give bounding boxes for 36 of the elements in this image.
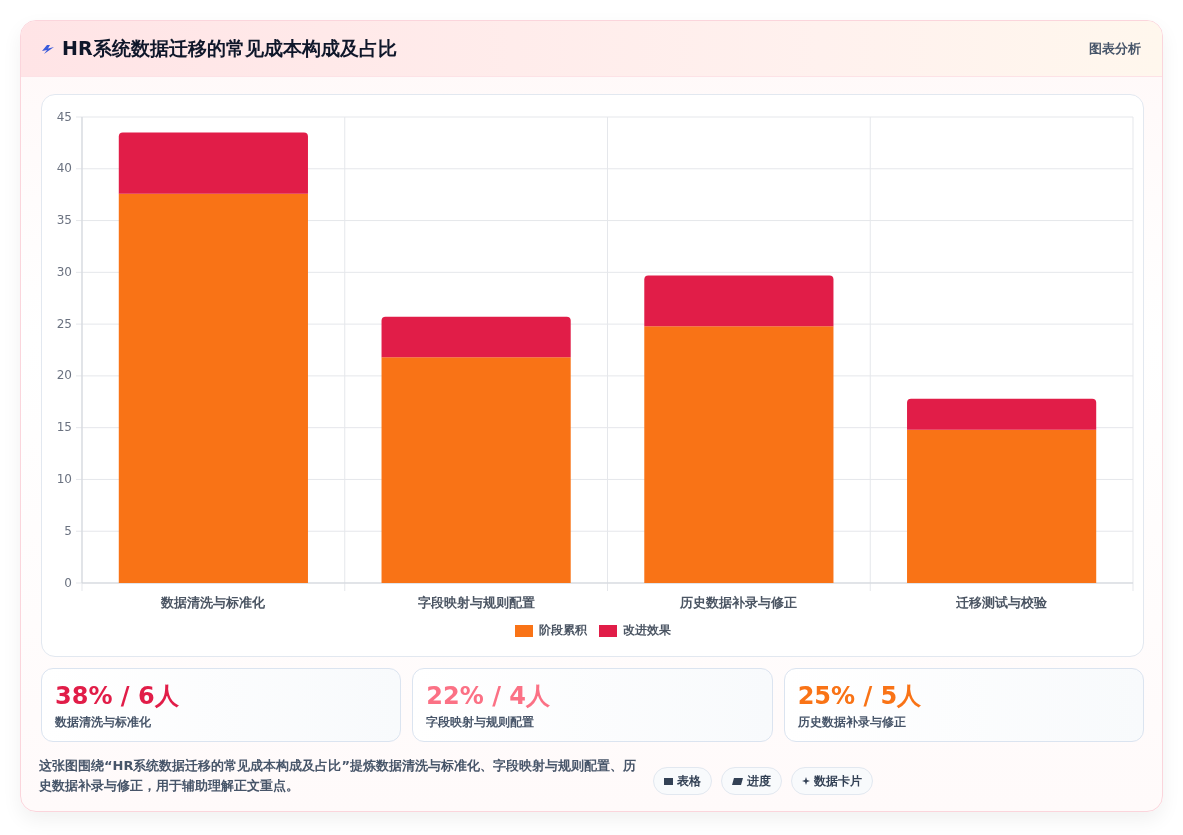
y-tick-label: 25 [56,316,72,331]
text: 字段映射与规则配置 [426,714,536,731]
text: 38% / 6人 [55,681,180,711]
legend-label: 改进效果 [622,622,671,639]
y-tick-label: 0 [64,575,72,590]
text: 进度 [747,772,771,790]
y-tick-label: 40 [56,161,72,176]
y-tick-label: 45 [56,109,72,124]
bar [381,357,571,583]
bar [644,326,834,583]
text: 表格 [677,772,701,790]
bar [644,275,834,327]
y-tick-label: 20 [56,368,72,383]
text: 图表分析 [1089,40,1141,58]
text: 这张图围绕“HR系统数据迁移的常见成本构成及占比”提炼数据清洗与标准化、字段映射与规则配置、历史数据补录与修正，用于辅助理解正文重点。 [39,757,637,795]
text: 22% / 4人 [426,681,551,711]
text: 历史数据补录与修正 [797,714,907,731]
bar [118,193,308,583]
bar [907,429,1097,583]
x-tick-label: 字段映射与规则配置 [417,594,535,610]
x-tick-label: 历史数据补录与修正 [679,594,798,610]
chart-title: HR系统数据迁移的常见成本构成及占比 [62,36,397,61]
x-tick-label: 迁移测试与校验 [955,594,1049,610]
x-tick-label: 数据清洗与标准化 [160,594,267,610]
y-tick-label: 15 [56,420,72,435]
legend-label: 阶段累积 [538,622,587,639]
bar [907,398,1097,430]
bar [381,316,571,358]
y-tick-label: 30 [56,264,72,279]
text: 25% / 5人 [797,681,923,711]
y-tick-label: 35 [56,213,72,228]
y-tick-label: 10 [56,471,72,486]
text: 数据卡片 [814,772,862,790]
bar [118,132,308,194]
text: 数据清洗与标准化 [55,714,152,731]
y-tick-label: 5 [64,523,72,538]
